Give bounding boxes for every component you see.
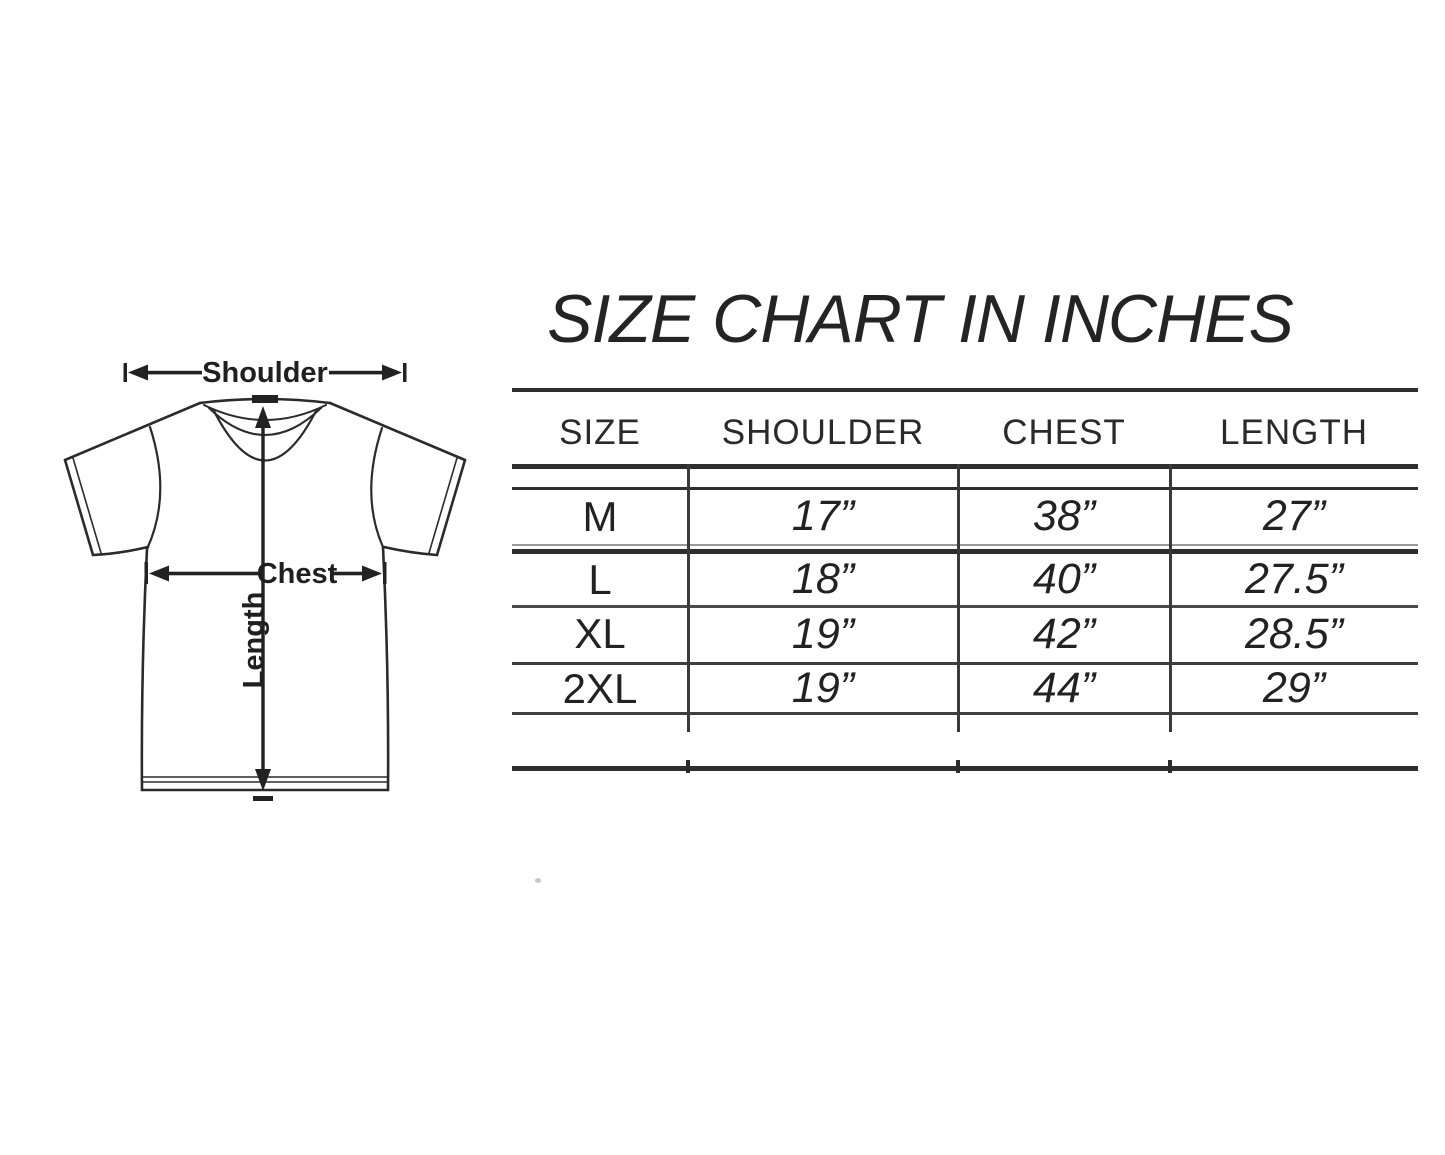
table-rule-m-bottom-light (512, 544, 1418, 546)
table-rule-m-bottom (512, 549, 1418, 554)
length-arrowhead-down (255, 769, 271, 791)
chest-arrow (144, 562, 387, 584)
column-header-shoulder: SHOULDER (721, 413, 925, 452)
left-armhole-seam (145, 425, 162, 551)
length-cell: 29” (1262, 664, 1326, 712)
size-cell: L (588, 555, 612, 603)
shoulder-arrow-right-bar (403, 363, 407, 382)
footer-rule-tick-1 (686, 760, 690, 773)
chest-label: Chest (257, 558, 338, 590)
table-rule-header-bottom-thick (512, 464, 1418, 469)
column-header-length: LENGTH (1220, 413, 1368, 452)
column-divider-size-shoulder (687, 464, 690, 732)
length-cell: 28.5” (1244, 609, 1343, 658)
chest-arrow-shaft-right (330, 571, 364, 576)
collar-band-line-3 (212, 409, 318, 462)
length-cell: 27.5” (1244, 555, 1343, 603)
scan-speck (535, 878, 541, 883)
size-cell: XL (574, 610, 626, 657)
table-row: 2XL 19” 44” 29” (512, 664, 1418, 712)
tshirt-measurement-diagram: Shoulder (63, 357, 467, 801)
size-cell: M (582, 492, 618, 540)
size-cell: 2XL (562, 664, 638, 712)
length-label: Length (238, 592, 270, 689)
column-divider-chest-length (1169, 464, 1172, 732)
shoulder-cell: 19” (791, 609, 855, 658)
table-rule-footer (512, 766, 1418, 771)
table-rule-header-bottom-thin (512, 487, 1418, 490)
left-sleeve-cuff-inner (72, 457, 102, 554)
column-header-chest: CHEST (1002, 413, 1126, 452)
collar-band-line-2 (208, 407, 322, 436)
left-sleeve-cuff-outer (63, 458, 95, 557)
length-cell: 27” (1262, 492, 1326, 540)
length-arrow-shaft (261, 426, 265, 772)
shoulder-label: Shoulder (202, 357, 328, 389)
right-sleeve-bottom (382, 545, 439, 557)
right-sleeve-cuff-outer (435, 458, 467, 557)
table-rule-xl-bottom (512, 662, 1418, 665)
table-rule-top (512, 388, 1418, 392)
chest-cell: 44” (1032, 664, 1096, 712)
length-arrow (252, 395, 278, 801)
page-title: SIZE CHART IN INCHES (547, 281, 1294, 357)
right-armhole-seam (370, 426, 385, 549)
shoulder-cell: 18” (791, 555, 855, 603)
table-rule-2xl-bottom (512, 712, 1418, 715)
shoulder-arrow (123, 363, 407, 382)
chest-arrow-right-bar (383, 562, 387, 584)
table-header-row: SIZE SHOULDER CHEST LENGTH (512, 404, 1418, 462)
chest-arrow-left-bar (144, 562, 148, 584)
shoulder-arrow-shaft-left (144, 370, 202, 375)
table-rule-l-bottom (512, 605, 1418, 608)
shoulder-arrowhead-left (128, 364, 148, 381)
shoulder-cell: 19” (791, 664, 855, 712)
footer-rule-tick-3 (1168, 760, 1172, 773)
shoulder-arrow-left-bar (123, 363, 127, 382)
shoulder-cell: 17” (791, 492, 855, 540)
table-row: M 17” 38” 27” (512, 490, 1418, 543)
length-bottom-tick (253, 796, 273, 801)
chest-cell: 38” (1032, 492, 1096, 540)
shoulder-arrow-shaft-right (329, 370, 385, 375)
left-sleeve-bottom (91, 545, 150, 557)
chest-cell: 40” (1032, 555, 1096, 603)
shoulder-arrowhead-right (382, 364, 402, 381)
column-divider-shoulder-chest (957, 464, 960, 732)
chest-arrow-shaft-left (166, 571, 262, 576)
chest-arrowhead-left (149, 565, 169, 582)
chest-cell: 42” (1032, 609, 1096, 658)
right-shoulder-seam (328, 401, 467, 462)
table-row: L 18” 40” 27.5” (512, 555, 1418, 603)
body-left-side (140, 547, 149, 792)
column-header-size: SIZE (559, 413, 641, 452)
footer-rule-tick-2 (956, 760, 960, 773)
right-sleeve-cuff-inner (428, 457, 458, 554)
length-top-tick (252, 395, 278, 403)
length-arrowhead-up (255, 406, 271, 428)
table-row: XL 19” 42” 28.5” (512, 608, 1418, 660)
left-shoulder-seam (63, 401, 202, 462)
chest-arrowhead-right (362, 565, 382, 582)
